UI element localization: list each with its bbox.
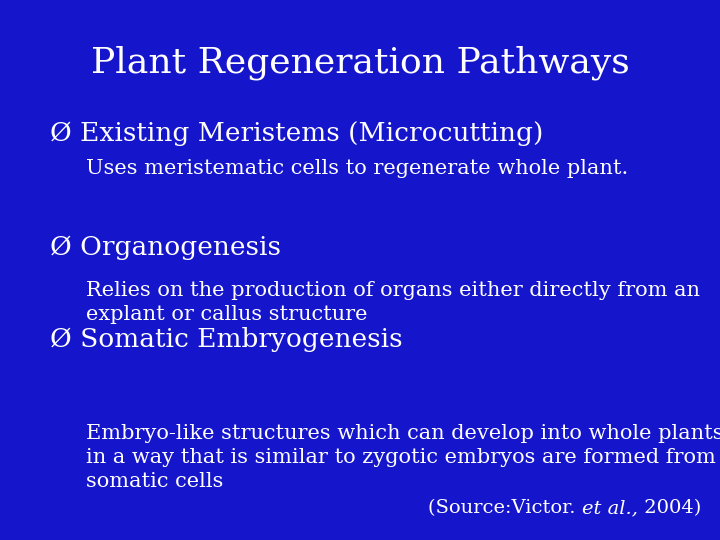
Text: Embryo-like structures which can develop into whole plants
in a way that is simi: Embryo-like structures which can develop…	[86, 424, 720, 491]
Text: Plant Regeneration Pathways: Plant Regeneration Pathways	[91, 46, 629, 80]
Text: Ø Existing Meristems (Microcutting): Ø Existing Meristems (Microcutting)	[50, 122, 544, 146]
Text: Relies on the production of organs either directly from an
explant or callus str: Relies on the production of organs eithe…	[86, 281, 701, 324]
Text: (Source:Victor.: (Source:Victor.	[428, 500, 582, 517]
Text: 2004): 2004)	[638, 500, 701, 517]
Text: Ø Somatic Embryogenesis: Ø Somatic Embryogenesis	[50, 327, 403, 352]
Text: et al.,: et al.,	[582, 500, 638, 517]
Text: Uses meristematic cells to regenerate whole plant.: Uses meristematic cells to regenerate wh…	[86, 159, 629, 178]
Text: Ø Organogenesis: Ø Organogenesis	[50, 235, 282, 260]
